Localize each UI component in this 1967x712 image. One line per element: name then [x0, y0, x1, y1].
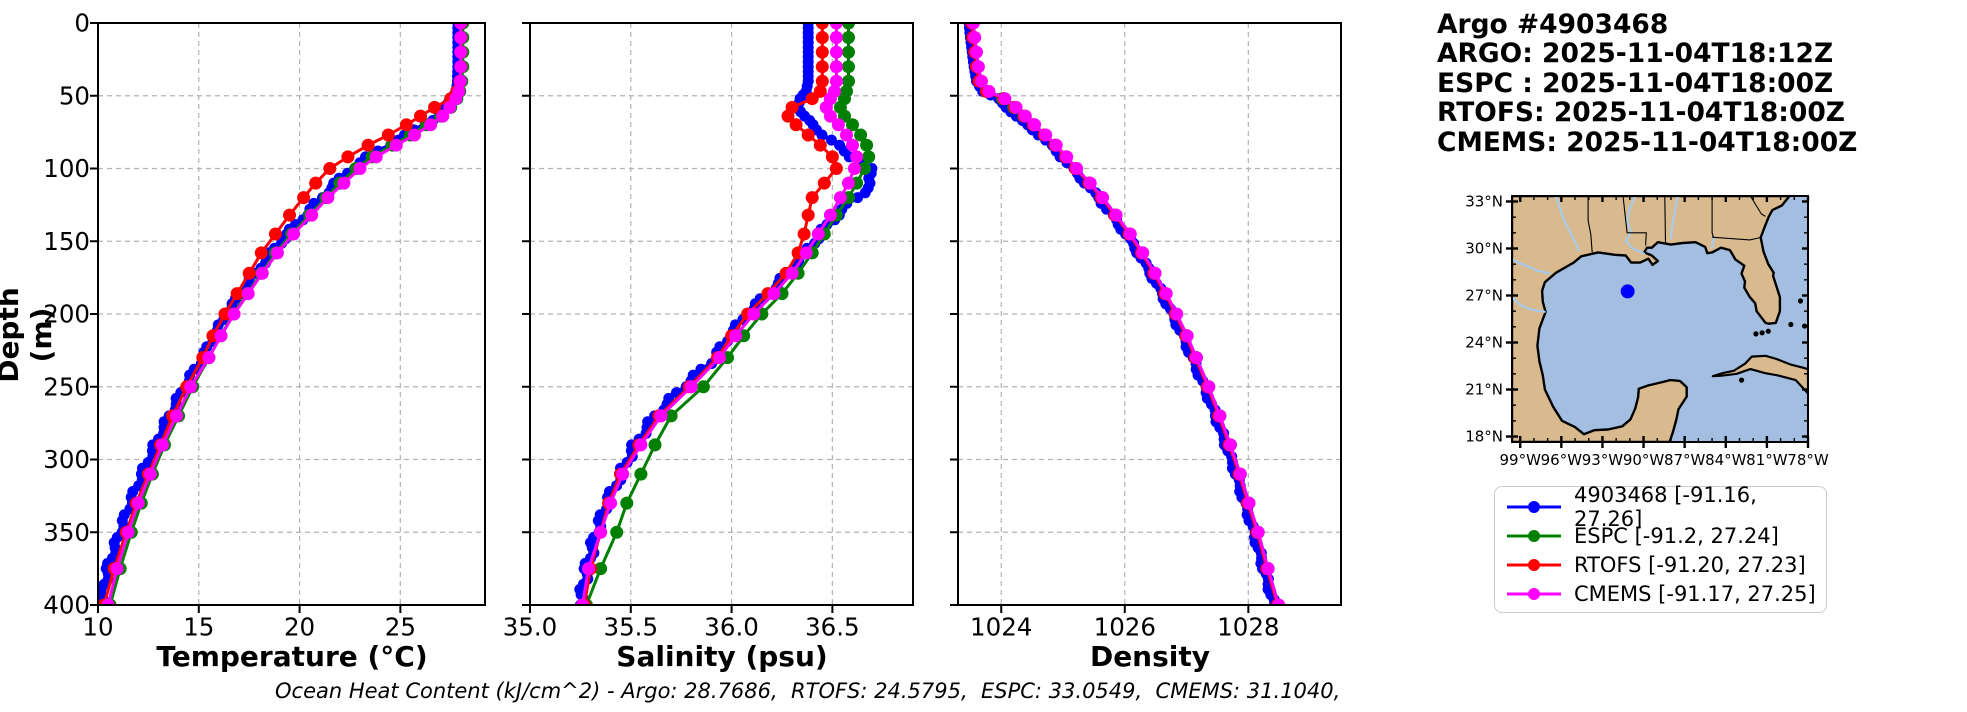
svg-text:35.5: 35.5 — [604, 612, 659, 641]
svg-text:300: 300 — [43, 445, 90, 474]
svg-text:27°N: 27°N — [1465, 286, 1503, 304]
density-plot-x-axis: 1024 1026 1028 — [970, 605, 1280, 641]
svg-text:15: 15 — [183, 612, 214, 641]
svg-text:150: 150 — [43, 227, 90, 256]
svg-text:20: 20 — [284, 612, 315, 641]
map-legend: 4903468 [-91.16, 27.26] ESPC [-91.2, 27.2… — [1494, 483, 1827, 613]
svg-text:250: 250 — [43, 372, 90, 401]
svg-text:21°N: 21°N — [1465, 381, 1503, 399]
header-espc-time: ESPC : 2025-11-04T18:00Z — [1437, 67, 1834, 99]
series-CMEMS — [101, 22, 468, 606]
svg-text:400: 400 — [43, 591, 90, 620]
salinity-plot-x-axis: 35.0 35.5 36.0 36.5 — [503, 605, 860, 641]
series-CMEMS — [575, 22, 864, 606]
svg-text:87°W: 87°W — [1664, 451, 1706, 469]
svg-text:36.0: 36.0 — [704, 612, 759, 641]
density-plot: 1024 1026 1028 — [950, 22, 1342, 641]
float-position-marker — [1620, 284, 1635, 299]
legend-label: 4903468 [-91.16, 27.26] — [1574, 482, 1757, 531]
legend-label: ESPC [-91.2, 27.24] — [1574, 523, 1779, 548]
legend-item-1: ESPC [-91.2, 27.24] — [1495, 521, 1826, 550]
legend-line-marker-icon — [1507, 558, 1561, 571]
svg-text:10: 10 — [82, 612, 113, 641]
svg-text:81°W: 81°W — [1746, 451, 1788, 469]
svg-text:84°W: 84°W — [1705, 451, 1747, 469]
salinity-axis-label: Salinity (psu) — [616, 640, 828, 673]
legend-item-2: RTOFS [-91.20, 27.23] — [1495, 550, 1826, 579]
legend-line-marker-icon — [1507, 529, 1561, 542]
svg-text:1024: 1024 — [970, 612, 1032, 641]
svg-text:33°N: 33°N — [1465, 192, 1503, 210]
temperature-axis-label: Temperature (°C) — [156, 640, 428, 673]
map-axes: 99°W 96°W 93°W 90°W 87°W 84°W 81°W 78°W 33°N 30°N… — [1465, 192, 1829, 469]
svg-text:1026: 1026 — [1094, 612, 1156, 641]
svg-text:350: 350 — [43, 518, 90, 547]
temperature-plot-y-axis: 0 50 100 150 200 250 300 350 400 — [43, 9, 98, 620]
svg-text:24°N: 24°N — [1465, 334, 1503, 352]
header-cmems-time: CMEMS: 2025-11-04T18:00Z — [1437, 126, 1858, 158]
svg-text:200: 200 — [43, 300, 90, 329]
legend-line-marker-icon — [1507, 500, 1561, 513]
depth-axis-label: Depth (m) — [0, 287, 58, 383]
ohc-footer: Ocean Heat Content (kJ/cm^2) - Argo: 28.… — [275, 679, 1341, 703]
legend-item-3: CMEMS [-91.17, 27.25] — [1495, 579, 1826, 608]
density-plot-y-axis — [950, 22, 958, 606]
info-header: Argo #4903468 ARGO: 2025-11-04T18:12Z ES… — [1437, 10, 1857, 157]
legend-label: RTOFS [-91.20, 27.23] — [1574, 552, 1806, 577]
legend-label: CMEMS [-91.17, 27.25] — [1574, 581, 1816, 606]
svg-text:99°W: 99°W — [1500, 451, 1542, 469]
legend-line-marker-icon — [1507, 587, 1561, 600]
legend-item-0: 4903468 [-91.16, 27.26] — [1495, 483, 1826, 531]
svg-text:96°W: 96°W — [1541, 451, 1583, 469]
svg-text:30°N: 30°N — [1465, 239, 1503, 257]
svg-text:18°N: 18°N — [1465, 428, 1503, 446]
svg-text:78°W: 78°W — [1787, 451, 1829, 469]
header-rtofs-time: RTOFS: 2025-11-04T18:00Z — [1437, 97, 1845, 129]
svg-text:1028: 1028 — [1217, 612, 1279, 641]
svg-text:25: 25 — [385, 612, 416, 641]
density-axis-label: Density — [1089, 640, 1211, 673]
svg-text:90°W: 90°W — [1623, 451, 1665, 469]
salinity-plot: 35.0 35.5 36.0 36.5 — [503, 22, 914, 641]
temperature-plot-x-axis: 10 15 20 25 — [82, 605, 416, 641]
svg-text:93°W: 93°W — [1582, 451, 1624, 469]
svg-text:100: 100 — [43, 154, 90, 183]
svg-text:36.5: 36.5 — [805, 612, 860, 641]
gulf-of-mexico-map: 99°W 96°W 93°W 90°W 87°W 84°W 81°W 78°W 33°N 30°N… — [1465, 192, 1829, 469]
svg-text:0: 0 — [74, 9, 90, 38]
salinity-plot-y-axis — [522, 22, 530, 606]
header-float-id: Argo #4903468 — [1437, 9, 1669, 40]
svg-text:35.0: 35.0 — [503, 612, 558, 641]
header-argo-time: ARGO: 2025-11-04T18:12Z — [1437, 38, 1834, 70]
svg-text:50: 50 — [59, 81, 90, 110]
